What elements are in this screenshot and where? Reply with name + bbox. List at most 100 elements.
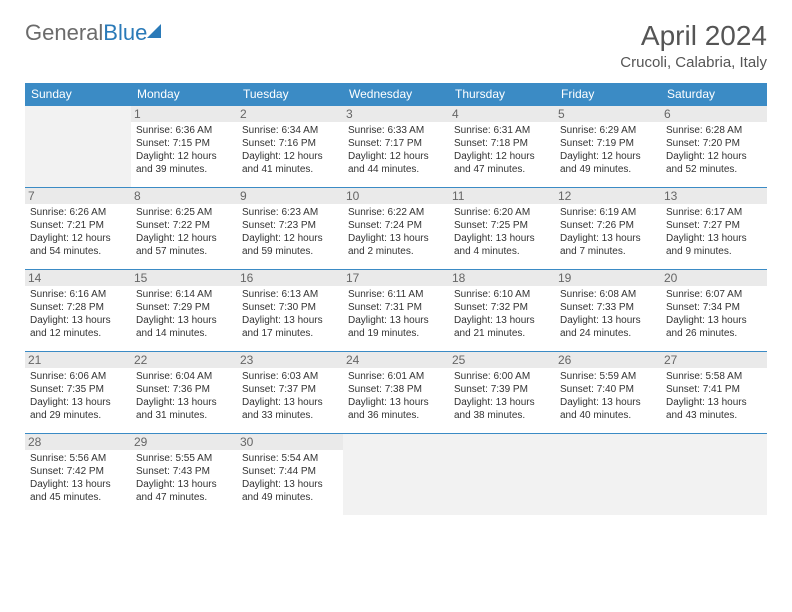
day-number: 16 (237, 270, 343, 286)
info-line: Daylight: 13 hours (560, 314, 656, 327)
day-info: Sunrise: 6:13 AMSunset: 7:30 PMDaylight:… (242, 288, 338, 340)
day-info: Sunrise: 6:07 AMSunset: 7:34 PMDaylight:… (666, 288, 762, 340)
info-line: Sunset: 7:39 PM (454, 383, 550, 396)
day-info: Sunrise: 5:58 AMSunset: 7:41 PMDaylight:… (666, 370, 762, 422)
day-info: Sunrise: 5:56 AMSunset: 7:42 PMDaylight:… (30, 452, 126, 504)
info-line: Sunset: 7:40 PM (560, 383, 656, 396)
info-line: Sunrise: 6:10 AM (454, 288, 550, 301)
calendar-cell: 10Sunrise: 6:22 AMSunset: 7:24 PMDayligh… (343, 188, 449, 270)
day-info: Sunrise: 6:23 AMSunset: 7:23 PMDaylight:… (242, 206, 338, 258)
info-line: and 24 minutes. (560, 327, 656, 340)
info-line: Daylight: 13 hours (348, 314, 444, 327)
info-line: Sunset: 7:21 PM (30, 219, 126, 232)
calendar-week: 21Sunrise: 6:06 AMSunset: 7:35 PMDayligh… (25, 352, 767, 434)
info-line: Daylight: 13 hours (242, 396, 338, 409)
day-number: 25 (449, 352, 555, 368)
calendar-week: 14Sunrise: 6:16 AMSunset: 7:28 PMDayligh… (25, 270, 767, 352)
calendar-cell: 30Sunrise: 5:54 AMSunset: 7:44 PMDayligh… (237, 434, 343, 516)
info-line: Sunrise: 6:13 AM (242, 288, 338, 301)
day-number: 15 (131, 270, 237, 286)
calendar-cell (555, 434, 661, 516)
day-number: 14 (25, 270, 131, 286)
info-line: Sunrise: 6:16 AM (30, 288, 126, 301)
info-line: and 17 minutes. (242, 327, 338, 340)
info-line: Daylight: 12 hours (242, 232, 338, 245)
info-line: and 47 minutes. (454, 163, 550, 176)
calendar-cell: 13 Sunrise: 6:17 AMSunset: 7:27 PMDayligh… (661, 188, 767, 270)
day-info: Sunrise: 6:31 AMSunset: 7:18 PMDaylight:… (454, 124, 550, 176)
info-line: Sunset: 7:37 PM (242, 383, 338, 396)
info-line: Sunrise: 6:19 AM (560, 206, 656, 219)
day-number: 26 (555, 352, 661, 368)
info-line: Sunrise: 6:11 AM (348, 288, 444, 301)
day-info: Sunrise: 6:33 AMSunset: 7:17 PMDaylight:… (348, 124, 444, 176)
day-number: 20 (661, 270, 767, 286)
info-line: and 39 minutes. (136, 163, 232, 176)
day-info: Sunrise: 6:29 AMSunset: 7:19 PMDaylight:… (560, 124, 656, 176)
info-line: and 36 minutes. (348, 409, 444, 422)
calendar-cell: 12 Sunrise: 6:19 AMSunset: 7:26 PMDayligh… (555, 188, 661, 270)
day-number: 8 (131, 188, 237, 204)
calendar-week: 1Sunrise: 6:36 AMSunset: 7:15 PMDaylight… (25, 106, 767, 188)
calendar-cell: 3Sunrise: 6:33 AMSunset: 7:17 PMDaylight… (343, 106, 449, 188)
day-number: 21 (25, 352, 131, 368)
info-line: and 54 minutes. (30, 245, 126, 258)
info-line: and 12 minutes. (30, 327, 126, 340)
calendar-cell: 5Sunrise: 6:29 AMSunset: 7:19 PMDaylight… (555, 106, 661, 188)
day-info: Sunrise: 6:20 AMSunset: 7:25 PMDaylight:… (454, 206, 550, 258)
info-line: Sunset: 7:25 PM (454, 219, 550, 232)
day-number: 23 (237, 352, 343, 368)
info-line: Sunset: 7:19 PM (560, 137, 656, 150)
info-line: and 40 minutes. (560, 409, 656, 422)
info-line: and 45 minutes. (30, 491, 126, 504)
day-info: Sunrise: 6:34 AMSunset: 7:16 PMDaylight:… (242, 124, 338, 176)
info-line: and 14 minutes. (136, 327, 232, 340)
info-line: and 44 minutes. (348, 163, 444, 176)
day-number: 30 (237, 434, 343, 450)
info-line: Sunrise: 6:06 AM (30, 370, 126, 383)
day-info: Sunrise: 5:59 AMSunset: 7:40 PMDaylight:… (560, 370, 656, 422)
info-line: Sunset: 7:42 PM (30, 465, 126, 478)
info-line: and 2 minutes. (348, 245, 444, 258)
info-line: Daylight: 13 hours (136, 478, 232, 491)
info-line: Sunset: 7:23 PM (242, 219, 338, 232)
day-info: Sunrise: 6:03 AMSunset: 7:37 PMDaylight:… (242, 370, 338, 422)
info-line: Sunrise: 6:33 AM (348, 124, 444, 137)
info-line: Sunrise: 6:26 AM (30, 206, 126, 219)
info-line: Sunrise: 6:20 AM (454, 206, 550, 219)
logo-triangle-icon (147, 24, 161, 38)
info-line: Daylight: 13 hours (454, 314, 550, 327)
info-line: and 21 minutes. (454, 327, 550, 340)
day-number: 12 (555, 188, 661, 204)
info-line: Sunrise: 5:55 AM (136, 452, 232, 465)
info-line: Sunset: 7:15 PM (136, 137, 232, 150)
day-number: 27 (661, 352, 767, 368)
calendar-cell: 29Sunrise: 5:55 AMSunset: 7:43 PMDayligh… (131, 434, 237, 516)
info-line: Daylight: 13 hours (666, 232, 762, 245)
title-block: April 2024 Crucoli, Calabria, Italy (620, 20, 767, 71)
info-line: Daylight: 12 hours (666, 150, 762, 163)
month-title: April 2024 (620, 20, 767, 52)
info-line: Sunset: 7:41 PM (666, 383, 762, 396)
calendar-cell: 26 Sunrise: 5:59 AMSunset: 7:40 PMDayligh… (555, 352, 661, 434)
day-number: 13 (661, 188, 767, 204)
calendar-cell: 25Sunrise: 6:00 AMSunset: 7:39 PMDayligh… (449, 352, 555, 434)
info-line: and 29 minutes. (30, 409, 126, 422)
info-line: Sunset: 7:24 PM (348, 219, 444, 232)
day-info: Sunrise: 6:26 AMSunset: 7:21 PMDaylight:… (30, 206, 126, 258)
info-line: Sunset: 7:26 PM (560, 219, 656, 232)
info-line: Sunrise: 6:04 AM (136, 370, 232, 383)
info-line: and 59 minutes. (242, 245, 338, 258)
day-header: Tuesday (237, 83, 343, 106)
day-header: Friday (555, 83, 661, 106)
info-line: and 57 minutes. (136, 245, 232, 258)
calendar-table: SundayMondayTuesdayWednesdayThursdayFrid… (25, 83, 767, 515)
info-line: Sunset: 7:18 PM (454, 137, 550, 150)
calendar-header-row: SundayMondayTuesdayWednesdayThursdayFrid… (25, 83, 767, 106)
day-info: Sunrise: 6:25 AMSunset: 7:22 PMDaylight:… (136, 206, 232, 258)
day-header: Wednesday (343, 83, 449, 106)
day-info: Sunrise: 6:17 AMSunset: 7:27 PMDaylight:… (666, 206, 762, 258)
info-line: Sunset: 7:20 PM (666, 137, 762, 150)
day-info: Sunrise: 6:19 AMSunset: 7:26 PMDaylight:… (560, 206, 656, 258)
info-line: and 33 minutes. (242, 409, 338, 422)
